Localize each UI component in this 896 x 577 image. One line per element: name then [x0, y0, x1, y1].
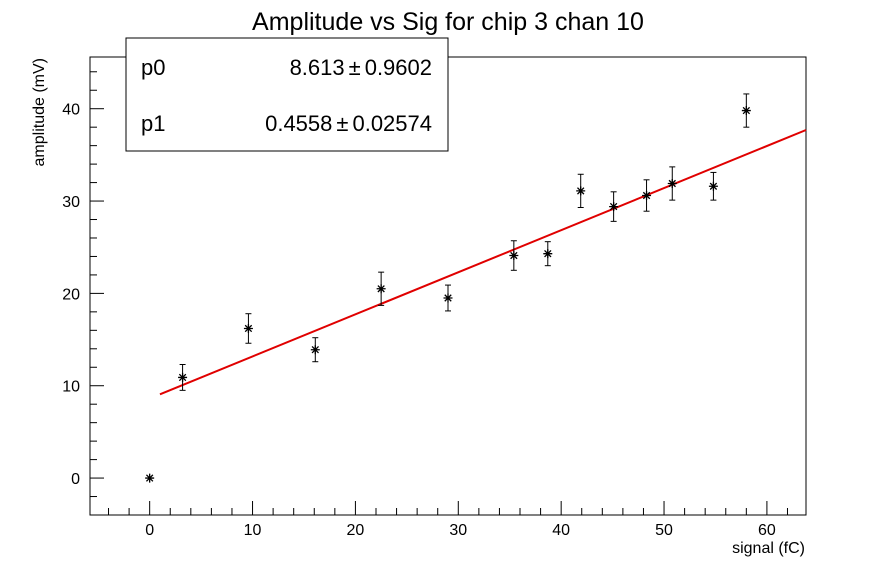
y-tick-label: 30	[62, 194, 80, 211]
data-point	[509, 240, 519, 271]
fit-layer	[159, 129, 807, 396]
data-point	[741, 93, 751, 128]
data-point	[667, 166, 677, 201]
y-tick-label: 0	[71, 471, 80, 488]
x-tick-label: 0	[145, 522, 154, 539]
data-point	[642, 179, 652, 212]
star-marker	[145, 473, 155, 483]
y-tick-label: 40	[62, 102, 80, 119]
x-axis-label: signal (fC)	[732, 540, 805, 557]
star-marker	[741, 106, 751, 116]
data-point	[543, 241, 553, 267]
y-tick-label: 20	[62, 286, 80, 303]
star-marker	[243, 323, 253, 333]
star-marker	[609, 202, 619, 212]
y-axis-label: amplitude (mV)	[31, 58, 48, 166]
data-point	[243, 313, 253, 344]
stats-p1-error: 0.02574	[352, 111, 432, 136]
fit-line	[159, 129, 807, 396]
data-point	[145, 473, 155, 483]
star-marker	[178, 372, 188, 382]
stats-p1-name: p1	[141, 111, 165, 136]
data-point	[708, 171, 718, 201]
x-tick-label: 50	[655, 522, 673, 539]
stats-p0-estimate: 8.613	[290, 55, 345, 80]
stats-box-frame	[125, 37, 449, 152]
star-marker	[543, 249, 553, 259]
y-tick-label: 10	[62, 379, 80, 396]
star-marker	[376, 284, 386, 294]
x-tick-label: 20	[347, 522, 365, 539]
data-point	[576, 173, 586, 209]
star-marker	[576, 186, 586, 196]
stats-p0-value: 8.613 ±0.9602	[290, 55, 432, 80]
stats-p1-pm: ±	[336, 111, 348, 136]
chart-title: Amplitude vs Sig for chip 3 chan 10	[252, 8, 644, 36]
stats-p0-pm: ±	[349, 55, 361, 80]
star-marker	[642, 191, 652, 201]
star-marker	[509, 251, 519, 261]
data-point	[376, 271, 386, 306]
axes-layer: 0 10 20 30 40 50 60 0 10 20 30 40	[62, 71, 788, 539]
x-tick-label: 60	[758, 522, 776, 539]
data-point	[443, 284, 453, 312]
stats-p1-estimate: 0.4558	[265, 111, 332, 136]
stats-p0-name: p0	[141, 55, 165, 80]
x-tick-label: 40	[552, 522, 570, 539]
star-marker	[708, 181, 718, 191]
stats-box: p0 8.613 ±0.9602 p1 0.4558 ±0.02574	[125, 37, 449, 152]
stats-p0-error: 0.9602	[365, 55, 432, 80]
data-point	[178, 363, 188, 391]
x-tick-label: 30	[449, 522, 467, 539]
data-point	[310, 337, 320, 363]
stats-p1-value: 0.4558 ±0.02574	[265, 111, 432, 136]
star-marker	[443, 293, 453, 303]
data-point	[609, 191, 619, 222]
star-marker	[667, 179, 677, 189]
star-marker	[310, 345, 320, 355]
points-layer	[145, 93, 751, 483]
x-tick-label: 10	[244, 522, 262, 539]
